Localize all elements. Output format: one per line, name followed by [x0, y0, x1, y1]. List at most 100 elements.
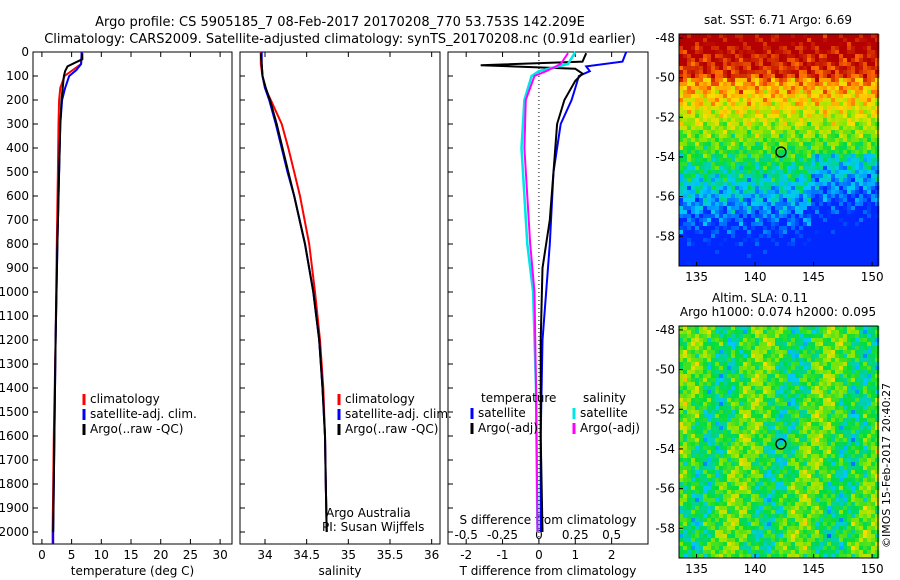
map-cell: [771, 70, 776, 75]
map-cell: [723, 406, 728, 411]
map-cell: [719, 222, 724, 227]
map-cell: [743, 174, 748, 179]
map-cell: [739, 214, 744, 219]
map-cell: [775, 82, 780, 87]
map-cell: [803, 510, 808, 515]
map-cell: [807, 414, 812, 419]
map-cell: [699, 550, 704, 555]
map-cell: [807, 410, 812, 415]
map-cell: [691, 330, 696, 335]
map-cell: [755, 74, 760, 79]
map-cell: [775, 258, 780, 263]
map-cell: [695, 382, 700, 387]
map-cell: [831, 254, 836, 259]
map-cell: [739, 170, 744, 175]
map-cell: [839, 194, 844, 199]
map-cell: [695, 390, 700, 395]
map-cell: [807, 54, 812, 59]
map-cell: [839, 106, 844, 111]
map-cell: [707, 238, 712, 243]
map-cell: [783, 550, 788, 555]
map-cell: [691, 106, 696, 111]
map-cell: [807, 262, 812, 267]
map-cell: [727, 86, 732, 91]
map-cell: [791, 510, 796, 515]
map-cell: [683, 550, 688, 555]
map-cell: [743, 230, 748, 235]
map-cell: [795, 262, 800, 267]
map-cell: [747, 106, 752, 111]
map-cell: [727, 514, 732, 519]
map-cell: [731, 446, 736, 451]
map-cell: [775, 490, 780, 495]
map-cell: [707, 166, 712, 171]
map-cell: [775, 214, 780, 219]
map-cell: [847, 50, 852, 55]
map-cell: [779, 410, 784, 415]
map-cell: [747, 138, 752, 143]
map-cell: [779, 118, 784, 123]
map-cell: [699, 130, 704, 135]
map-cell: [679, 138, 684, 143]
map-cell: [707, 354, 712, 359]
map-cell: [863, 254, 868, 259]
map-cell: [835, 150, 840, 155]
x-axis-label: T difference from climatology: [459, 564, 637, 578]
map-cell: [763, 470, 768, 475]
map-cell: [699, 70, 704, 75]
map-cell: [823, 142, 828, 147]
map-cell: [727, 162, 732, 167]
map-cell: [731, 110, 736, 115]
map-cell: [867, 74, 872, 79]
s-tick-label: 0: [535, 528, 543, 542]
map-cell: [711, 366, 716, 371]
map-cell: [799, 530, 804, 535]
map-cell: [855, 222, 860, 227]
map-cell: [715, 138, 720, 143]
map-cell: [735, 158, 740, 163]
map-cell: [759, 414, 764, 419]
map-cell: [791, 514, 796, 519]
map-cell: [731, 38, 736, 43]
map-cell: [783, 246, 788, 251]
map-cell: [699, 162, 704, 167]
map-cell: [795, 514, 800, 519]
map-cell: [719, 166, 724, 171]
map-cell: [743, 78, 748, 83]
map-cell: [767, 334, 772, 339]
map-cell: [743, 474, 748, 479]
map-cell: [719, 198, 724, 203]
map-cell: [739, 490, 744, 495]
map-cell: [823, 78, 828, 83]
map-cell: [687, 498, 692, 503]
map-cell: [703, 450, 708, 455]
map-cell: [767, 382, 772, 387]
map-cell: [791, 414, 796, 419]
map-cell: [751, 130, 756, 135]
map-cell: [691, 338, 696, 343]
map-cell: [687, 530, 692, 535]
map-cell: [799, 514, 804, 519]
map-cell: [707, 250, 712, 255]
map-cell: [683, 338, 688, 343]
map-cell: [843, 234, 848, 239]
map-cell: [775, 518, 780, 523]
map-cell: [823, 46, 828, 51]
map-cell: [723, 410, 728, 415]
map-cell: [747, 546, 752, 551]
map-cell: [811, 158, 816, 163]
map-cell: [795, 58, 800, 63]
map-cell: [807, 166, 812, 171]
map-cell: [803, 86, 808, 91]
map-cell: [691, 430, 696, 435]
map-cell: [751, 422, 756, 427]
map-cell: [711, 546, 716, 551]
map-cell: [779, 50, 784, 55]
map-cell: [819, 122, 824, 127]
map-cell: [695, 210, 700, 215]
map-cell: [691, 454, 696, 459]
map-cell: [695, 62, 700, 67]
map-cell: [779, 234, 784, 239]
map-cell: [755, 538, 760, 543]
map-cell: [695, 342, 700, 347]
